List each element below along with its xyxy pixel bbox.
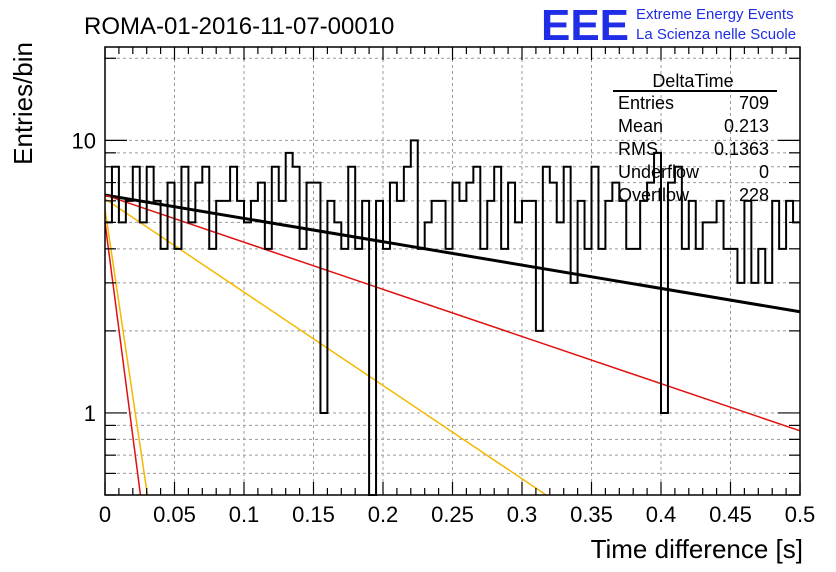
x-tick-label: 0.5 (785, 502, 816, 527)
y-tick-labels: 1 10 (72, 128, 96, 426)
x-tick-label: 0.45 (709, 502, 752, 527)
stats-label: Overflow (618, 185, 690, 205)
stats-label: RMS (618, 139, 658, 159)
stats-label: Entries (618, 93, 674, 113)
y-axis-title: Entries/bin (8, 42, 38, 165)
grid-lines (105, 47, 800, 495)
stats-value: 0.1363 (714, 139, 769, 159)
chart-title: ROMA-01-2016-11-07-00010 (84, 13, 394, 40)
x-tick-label: 0.4 (646, 502, 677, 527)
fit-line (104, 194, 801, 432)
eee-logo: EEE Extreme Energy Events La Scienza nel… (541, 1, 796, 50)
stats-title: DeltaTime (652, 71, 733, 91)
x-tick-label: 0.1 (229, 502, 260, 527)
x-axis-title: Time difference [s] (591, 534, 803, 564)
logo-mark: EEE (541, 1, 629, 50)
stats-value: 0 (759, 162, 769, 182)
x-tick-label: 0.2 (368, 502, 399, 527)
fit-line (104, 193, 801, 314)
histogram-outline (105, 139, 800, 496)
stats-value: 228 (739, 185, 769, 205)
fit-line (104, 208, 149, 496)
x-tick-label: 0.05 (153, 502, 196, 527)
logo-line-2: La Scienza nelle Scuole (636, 26, 796, 43)
x-tick-label: 0 (99, 502, 111, 527)
stats-label: Mean (618, 116, 663, 136)
x-tick-label: 0.25 (431, 502, 474, 527)
fit-line (104, 222, 142, 496)
stats-value: 709 (739, 93, 769, 113)
y-tick-label: 10 (72, 128, 96, 153)
stats-box: DeltaTime Entries 709 Mean 0.213 RMS 0.1363 Un… (613, 71, 777, 205)
stats-value: 0.213 (724, 116, 769, 136)
x-tick-label: 0.3 (507, 502, 538, 527)
y-tick-label: 1 (84, 401, 96, 426)
logo-line-1: Extreme Energy Events (636, 6, 794, 23)
axis-ticks (104, 47, 801, 496)
x-tick-label: 0.35 (570, 502, 613, 527)
x-tick-labels: 0 0.05 0.1 0.15 0.2 0.25 0.3 0.35 0.4 0.45 0.5 (99, 502, 815, 527)
fit-curves (104, 193, 801, 496)
stats-label: Underflow (618, 162, 700, 182)
x-tick-label: 0.15 (292, 502, 335, 527)
